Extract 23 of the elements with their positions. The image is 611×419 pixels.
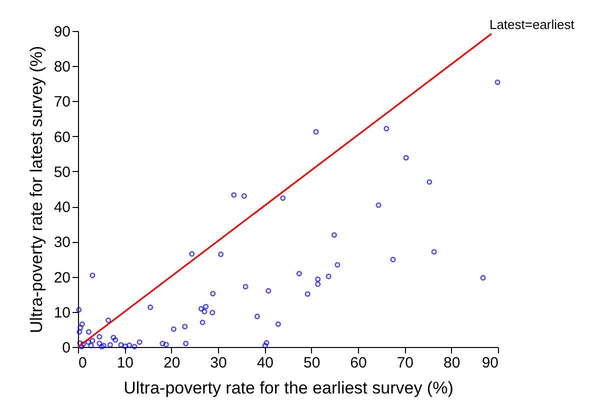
y-axis-title: Ultra-poverty rate for latest survey (%) xyxy=(26,46,46,334)
x-tick-label: 20 xyxy=(163,354,180,372)
series-label: Latest=earliest xyxy=(489,16,575,32)
y-tick-label: 10 xyxy=(54,304,70,322)
y-tick-label: 40 xyxy=(54,199,70,216)
y-tick-label: 60 xyxy=(54,128,70,146)
x-tick-label: 30 xyxy=(210,354,227,372)
x-tick-label: 70 xyxy=(396,354,414,372)
y-tick-label: 50 xyxy=(54,164,70,181)
x-axis-title: Ultra-poverty rate for the earliest survey (%) xyxy=(124,378,454,398)
y-tick-label: 20 xyxy=(54,269,70,286)
y-tick-label: 90 xyxy=(54,24,70,40)
x-tick-label: 10 xyxy=(116,354,134,372)
y-tick-label: 80 xyxy=(54,58,70,76)
x-tick-label: 40 xyxy=(256,354,274,372)
y-tick-label: 70 xyxy=(54,94,70,111)
x-tick-label: 90 xyxy=(482,354,498,372)
y-tick-label: 0 xyxy=(62,340,70,356)
y-tick-label: 30 xyxy=(54,234,70,252)
x-tick-label: 80 xyxy=(443,354,460,372)
x-tick-label: 0 xyxy=(78,354,87,372)
x-tick-label: 50 xyxy=(303,354,320,372)
x-tick-label: 60 xyxy=(350,354,367,372)
